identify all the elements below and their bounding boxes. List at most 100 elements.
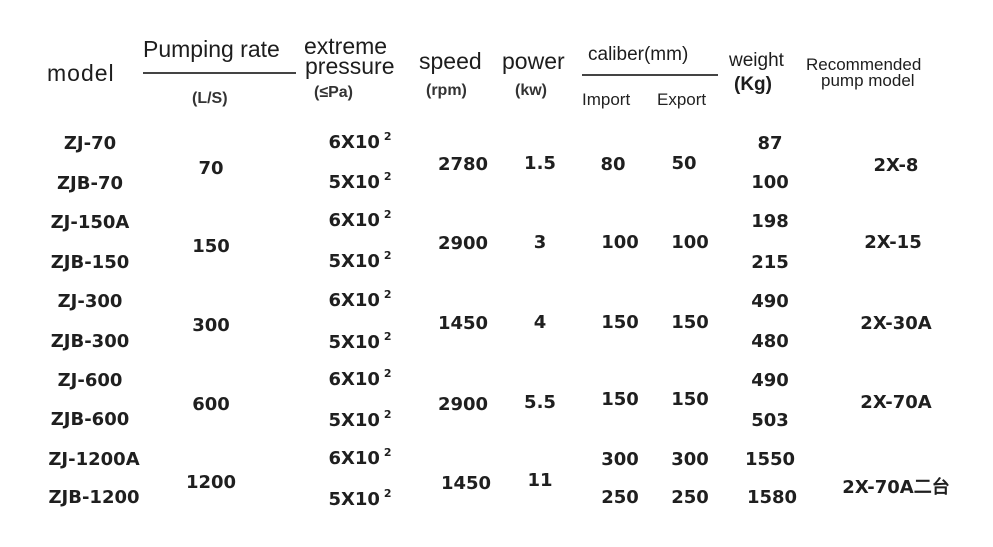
pressure-exponent: 2 xyxy=(383,130,392,143)
weight-cell: 490 xyxy=(751,291,789,312)
pumping-rate-cell: 150 xyxy=(192,236,230,257)
pressure-value: 6X10 xyxy=(328,210,380,231)
header-power: power xyxy=(502,48,565,74)
pressure-exponent: 2 xyxy=(383,288,392,301)
model-cell: ZJB-70 xyxy=(57,173,123,194)
pressure-cell: 6X10 2 xyxy=(328,208,392,231)
weight-cell: 503 xyxy=(751,410,789,431)
recommended-cell: 2X-15 xyxy=(864,232,922,253)
pressure-exponent: 2 xyxy=(383,249,392,262)
header-rule-caliber xyxy=(582,74,718,76)
header-pumping-rate: Pumping rate xyxy=(143,36,280,62)
pressure-value: 6X10 xyxy=(328,448,380,469)
header-pressure: pressure xyxy=(305,53,395,79)
header-power-unit: (kw) xyxy=(515,82,547,99)
weight-cell: 1580 xyxy=(746,487,798,508)
pressure-exponent: 2 xyxy=(383,208,392,221)
header-export: Export xyxy=(657,90,707,109)
pumping-rate-cell: 300 xyxy=(192,315,230,336)
header-model: model xyxy=(47,60,115,86)
weight-cell: 87 xyxy=(757,133,783,154)
pressure-cell: 6X10 2 xyxy=(328,446,392,469)
header-recommended: Recommended xyxy=(806,55,922,74)
power-cell: 4 xyxy=(533,312,547,333)
model-cell: ZJB-150 xyxy=(50,252,130,273)
header-import: Import xyxy=(582,90,631,109)
export-cell: 50 xyxy=(671,153,697,174)
pressure-value: 6X10 xyxy=(328,369,380,390)
pressure-value: 5X10 xyxy=(328,410,380,431)
power-cell: 3 xyxy=(533,232,547,253)
recommended-cell: 2X-30A xyxy=(860,313,932,334)
pressure-cell: 5X10 2 xyxy=(328,249,392,272)
import-cell: 100 xyxy=(601,232,639,253)
pressure-value: 5X10 xyxy=(328,172,380,193)
speed-cell: 2780 xyxy=(437,154,489,175)
weight-cell: 490 xyxy=(751,370,789,391)
pressure-exponent: 2 xyxy=(383,367,392,380)
import-cell: 250 xyxy=(601,487,639,508)
export-cell: 100 xyxy=(671,232,709,253)
header-rule-pumping xyxy=(143,72,296,74)
weight-cell: 480 xyxy=(751,331,789,352)
recommended-cell: 2X-70A xyxy=(860,392,932,413)
header-weight: weight xyxy=(729,50,784,71)
pressure-value: 6X10 xyxy=(328,290,380,311)
import-cell: 150 xyxy=(601,389,639,410)
header-extreme: extreme xyxy=(304,33,388,59)
pressure-cell: 5X10 2 xyxy=(328,487,392,510)
pressure-exponent: 2 xyxy=(383,330,392,343)
export-cell: 150 xyxy=(671,312,709,333)
model-cell: ZJ-1200A xyxy=(48,449,140,470)
export-cell: 150 xyxy=(671,389,709,410)
weight-cell: 1550 xyxy=(744,449,796,470)
model-cell: ZJ-150A xyxy=(50,212,130,233)
speed-cell: 1450 xyxy=(440,473,492,494)
header-pressure-unit: (≤Pa) xyxy=(314,84,354,101)
recommended-cell: 2X-70A二台 xyxy=(842,477,950,498)
weight-cell: 215 xyxy=(751,252,789,273)
header-pump-model: pump model xyxy=(821,71,915,90)
speed-cell: 1450 xyxy=(437,313,489,334)
import-cell: 300 xyxy=(601,449,639,470)
header-pumping-rate-unit: (L/S) xyxy=(192,90,228,107)
header-speed-unit: (rpm) xyxy=(426,82,467,99)
model-cell: ZJ-300 xyxy=(57,291,123,312)
pressure-value: 5X10 xyxy=(328,332,380,353)
pressure-value: 6X10 xyxy=(328,132,380,153)
header-caliber: caliber(mm) xyxy=(588,44,689,65)
header-speed: speed xyxy=(419,48,482,74)
model-cell: ZJB-300 xyxy=(50,331,130,352)
pressure-cell: 6X10 2 xyxy=(328,288,392,311)
pressure-cell: 6X10 2 xyxy=(328,367,392,390)
weight-cell: 198 xyxy=(751,211,789,232)
recommended-cell: 2X-8 xyxy=(873,155,919,176)
pressure-cell: 6X10 2 xyxy=(328,130,392,153)
pumping-rate-cell: 70 xyxy=(198,158,224,179)
pressure-value: 5X10 xyxy=(328,489,380,510)
pressure-exponent: 2 xyxy=(383,170,392,183)
pressure-cell: 5X10 2 xyxy=(328,408,391,431)
model-cell: ZJ-70 xyxy=(63,133,117,154)
power-cell: 1.5 xyxy=(524,153,556,174)
pressure-exponent: 2 xyxy=(383,487,392,500)
export-cell: 250 xyxy=(671,487,709,508)
header-weight-unit: (Kg) xyxy=(734,74,772,95)
pressure-cell: 5X10 2 xyxy=(328,330,392,353)
export-cell: 300 xyxy=(671,449,709,470)
pressure-value: 5X10 xyxy=(328,251,380,272)
power-cell: 11 xyxy=(527,470,553,491)
weight-cell: 100 xyxy=(751,172,789,193)
speed-cell: 2900 xyxy=(437,394,489,415)
model-cell: ZJ-600 xyxy=(57,370,123,391)
speed-cell: 2900 xyxy=(437,233,489,254)
pressure-cell: 5X10 2 xyxy=(328,170,392,193)
import-cell: 150 xyxy=(601,312,639,333)
pressure-exponent: 2 xyxy=(383,446,392,459)
pumping-rate-cell: 1200 xyxy=(185,472,237,493)
model-cell: ZJB-600 xyxy=(50,409,130,430)
model-cell: ZJB-1200 xyxy=(48,487,140,508)
import-cell: 80 xyxy=(600,154,626,175)
pumping-rate-cell: 600 xyxy=(192,394,230,415)
